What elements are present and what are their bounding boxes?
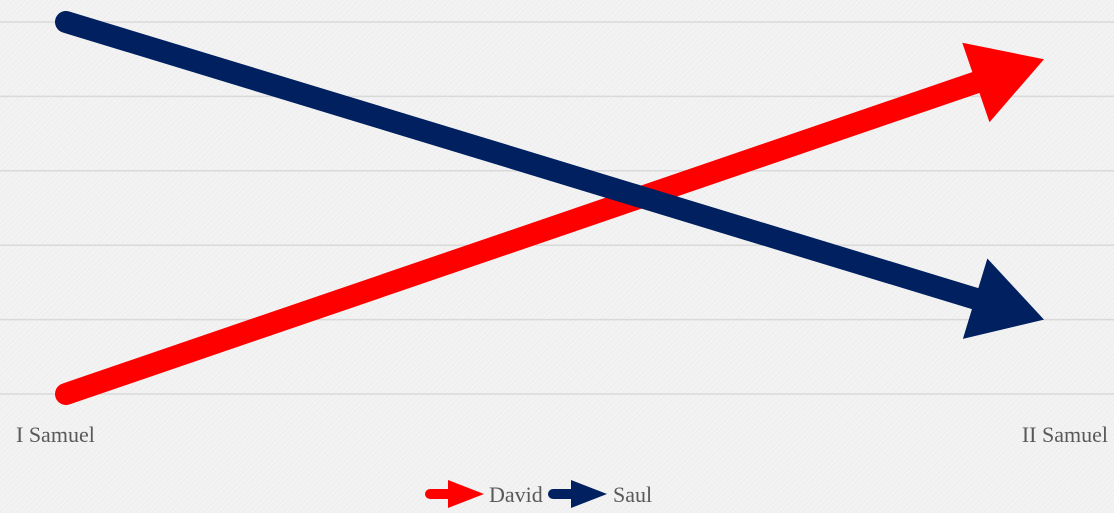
- legend: David Saul: [425, 480, 652, 508]
- legend-label: Saul: [613, 482, 652, 507]
- x-tick-label: I Samuel: [16, 422, 95, 447]
- legend-swatch-arrow: [571, 480, 607, 508]
- legend-swatch-arrow: [448, 480, 484, 508]
- legend-label: David: [489, 482, 543, 507]
- series-lines: [55, 11, 1044, 405]
- legend-item-david: David: [425, 480, 543, 508]
- x-axis-ticks: I Samuel II Samuel: [16, 422, 1108, 447]
- series-line: [55, 11, 992, 312]
- x-tick-label: II Samuel: [1022, 422, 1108, 447]
- legend-item-saul: Saul: [548, 480, 652, 508]
- series-saul: [55, 11, 1044, 339]
- series-arrowhead: [962, 258, 1044, 339]
- gridlines: [0, 21, 1114, 395]
- series-arrowhead: [962, 42, 1044, 123]
- series-line: [55, 69, 993, 405]
- series-david: [55, 42, 1044, 405]
